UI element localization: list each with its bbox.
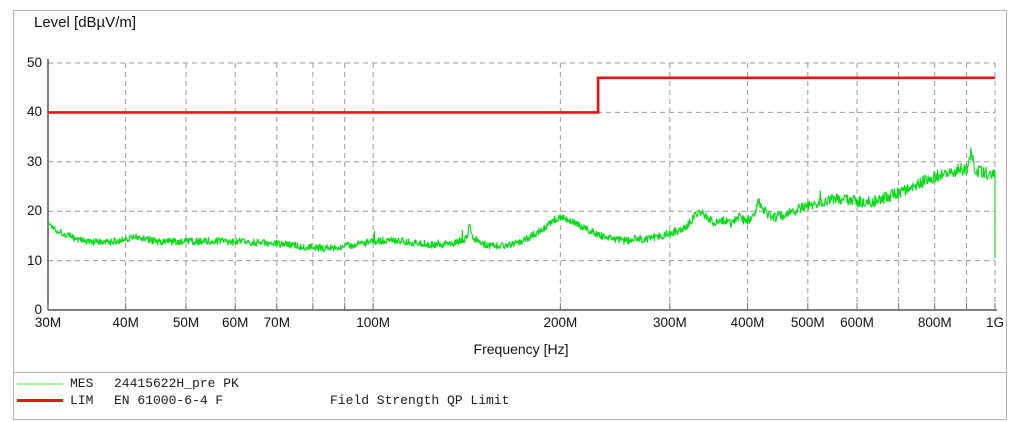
x-tick-label: 70M bbox=[263, 315, 290, 330]
x-tick-label: 30M bbox=[34, 315, 62, 330]
legend-item-mes: MES 24415622H_pre PK bbox=[0, 376, 1024, 392]
x-tick-label: 500M bbox=[790, 315, 825, 330]
y-axis-title: Level [dBµV/m] bbox=[34, 14, 137, 31]
y-tick-label: 50 bbox=[26, 55, 42, 70]
lim-line-swatch bbox=[17, 399, 63, 402]
legend-series-comment: Field Strength QP Limit bbox=[330, 393, 510, 408]
y-tick-label: 10 bbox=[26, 252, 42, 268]
y-tick-label: 0 bbox=[34, 302, 42, 317]
x-tick-label: 600M bbox=[840, 315, 874, 330]
legend-series-label: EN 61000-6-4 F bbox=[114, 393, 224, 408]
x-tick-label: 40M bbox=[112, 315, 139, 330]
x-tick-label: 100M bbox=[356, 315, 391, 330]
mes-trace-swatch bbox=[17, 383, 63, 385]
legend-separator bbox=[13, 372, 1007, 373]
legend-series-name: LIM bbox=[70, 393, 94, 408]
x-tick-label: 400M bbox=[730, 315, 765, 330]
y-tick-label: 40 bbox=[26, 104, 42, 120]
legend-series-label: 24415622H_pre PK bbox=[114, 376, 239, 391]
x-tick-label: 300M bbox=[652, 315, 687, 330]
x-tick-label: 800M bbox=[917, 315, 952, 330]
measurement-trace bbox=[47, 147, 996, 259]
x-tick-label: 60M bbox=[222, 315, 249, 330]
limit-line bbox=[48, 76, 995, 114]
y-tick-label: 20 bbox=[26, 203, 42, 219]
x-tick-label: 1G bbox=[985, 315, 1004, 330]
x-tick-label: 200M bbox=[543, 315, 578, 330]
y-tick-label: 30 bbox=[26, 153, 42, 169]
legend-item-lim: LIM EN 61000-6-4 F Field Strength QP Lim… bbox=[0, 393, 1024, 409]
legend-series-name: MES bbox=[70, 376, 94, 391]
x-tick-label: 50M bbox=[172, 315, 200, 330]
x-axis-title: Frequency [Hz] bbox=[473, 341, 569, 357]
